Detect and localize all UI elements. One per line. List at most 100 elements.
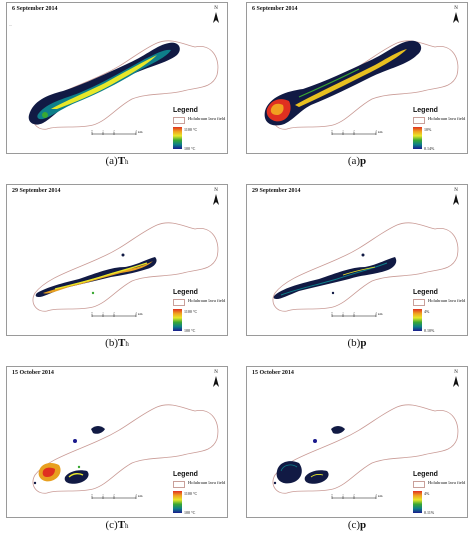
scale-tick-3: 4 [375, 494, 377, 497]
north-arrow: N [211, 370, 221, 388]
legend-title: Legend [413, 471, 438, 478]
scale-tick-0: 0 [331, 130, 333, 133]
hotspot-core [51, 55, 157, 109]
north-arrow: N [451, 6, 461, 24]
hotspot-spot [361, 253, 365, 257]
map-panel-c-th: 15 October 2014 N Legend Holuhraun lava … [6, 366, 228, 534]
scale-tick-1: 1 [342, 130, 344, 133]
scale-tick-3: 4 [375, 312, 377, 315]
north-label: N [454, 6, 458, 11]
north-arrow-icon [453, 194, 459, 205]
hotspot-core [342, 266, 376, 276]
north-label: N [454, 370, 458, 375]
north-arrow: N [451, 370, 461, 388]
hotspot-north [331, 426, 345, 434]
map-frame: 29 September 2014 N Legend Holuhraun lav… [6, 184, 228, 336]
panel-caption: (c)Th [6, 519, 228, 531]
map-canvas [272, 404, 459, 494]
colorbar-max: 4% [424, 491, 430, 496]
lava-field-swatch [413, 117, 425, 124]
map-frame: 15 October 2014 N Legend Holuhraun lava … [6, 366, 228, 518]
lat-tick: — [9, 23, 12, 27]
scale-tick-2: 2 [353, 130, 355, 133]
map-panel-b-p: 29 September 2014 N Legend Holuhraun lav… [246, 184, 468, 352]
scale-tick-1: 1 [102, 494, 104, 497]
legend-title: Legend [413, 289, 438, 296]
caption-symbol: p [360, 337, 367, 349]
hotspot-spot [33, 481, 37, 485]
lava-field-swatch [173, 117, 185, 124]
colorbar-max: 10% [424, 127, 432, 132]
panel-caption: (c)p [246, 519, 468, 531]
hotspot-spot [273, 481, 277, 485]
image-date: 15 October 2014 [252, 370, 294, 376]
hotspot-vent [42, 112, 48, 118]
north-arrow: N [211, 6, 221, 24]
scale-tick-1: 1 [342, 312, 344, 315]
legend-title: Legend [173, 107, 198, 114]
hotspot-spot [91, 291, 95, 295]
scale-unit: km [378, 494, 383, 498]
hotspot-main-rim [280, 464, 298, 472]
lava-field-outline [32, 404, 219, 494]
colorbar-max: 1100 °C [184, 309, 198, 314]
scale-bar: 0 1 2 4 [91, 130, 137, 135]
hotspot-outer [273, 257, 397, 299]
scale-unit: km [138, 130, 143, 134]
lava-field-label: Holuhraun lava field [188, 298, 226, 303]
legend-title: Legend [173, 471, 198, 478]
colorbar [173, 309, 182, 331]
north-arrow-icon [213, 194, 219, 205]
caption-symbol: p [360, 155, 367, 167]
scale-bar: 0 1 2 4 [331, 130, 377, 135]
scale-tick-3: 4 [375, 130, 377, 133]
colorbar [413, 309, 422, 331]
lava-field-swatch [413, 299, 425, 306]
panel-caption: (b)Th [6, 337, 228, 349]
lava-field-label: Holuhraun lava field [428, 298, 466, 303]
colorbar [413, 127, 422, 149]
scale-unit: km [378, 130, 383, 134]
scale-tick-0: 0 [91, 494, 93, 497]
scale-tick-2: 2 [353, 312, 355, 315]
caption-symbol: T [117, 337, 126, 349]
hotspot-core [54, 262, 148, 290]
lava-field-label: Holuhraun lava field [188, 480, 226, 485]
scale-tick-1: 1 [102, 312, 104, 315]
map-canvas [272, 222, 459, 312]
scale-tick-1: 1 [342, 494, 344, 497]
map-panel-a-p: 6 September 2014 N Legend Holuhraun lava… [246, 2, 468, 170]
hotspot-spot [313, 439, 317, 443]
hotspot-spot [73, 439, 77, 443]
image-date: 6 September 2014 [12, 6, 58, 12]
hotspot-warm [270, 103, 284, 115]
caption-letter: (c) [105, 519, 118, 531]
colorbar-max: 4% [424, 309, 430, 314]
hotspot-spot [331, 291, 335, 295]
map-canvas [32, 222, 219, 312]
scale-tick-0: 0 [91, 130, 93, 133]
scale-unit: km [378, 312, 383, 316]
caption-letter: (a) [105, 155, 118, 167]
scale-tick-2: 2 [113, 494, 115, 497]
caption-symbol: T [117, 519, 126, 531]
caption-symbol: T [117, 155, 126, 167]
scale-bar: 0 1 2 4 [331, 494, 377, 499]
hotspot-spot [77, 465, 81, 469]
scale-tick-2: 2 [113, 130, 115, 133]
colorbar [173, 491, 182, 513]
map-frame: 29 September 2014 N Legend Holuhraun lav… [246, 184, 468, 336]
map-frame: 15 October 2014 N Legend Holuhraun lava … [246, 366, 468, 518]
hotspot-rim [280, 262, 388, 296]
image-date: 6 September 2014 [252, 6, 298, 12]
hotspot-main [276, 461, 302, 484]
legend-title: Legend [173, 289, 198, 296]
scale-unit: km [138, 494, 143, 498]
lava-field-outline [272, 40, 459, 130]
north-arrow: N [211, 188, 221, 206]
colorbar [413, 491, 422, 513]
map-canvas [28, 40, 219, 130]
panel-caption: (a)p [246, 155, 468, 167]
caption-letter: (b) [105, 337, 118, 349]
hotspot-main-core [42, 467, 55, 477]
